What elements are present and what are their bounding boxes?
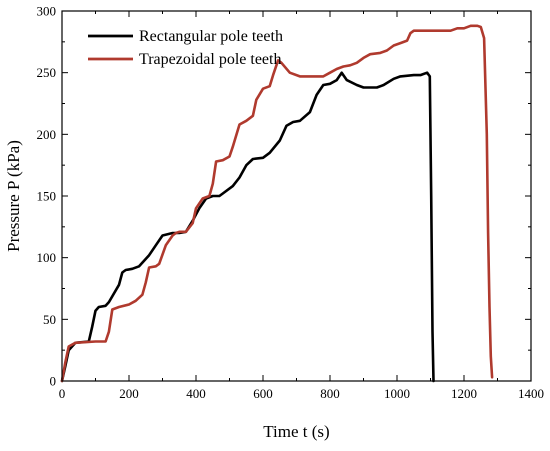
y-tick-label: 50 xyxy=(43,312,56,327)
y-tick-label: 300 xyxy=(37,4,57,19)
legend-label-trapezoidal: Trapezoidal pole teeth xyxy=(139,51,281,68)
y-axis-title: Pressure P (kPa) xyxy=(4,140,23,252)
legend-label-rectangular: Rectangular pole teeth xyxy=(139,28,283,45)
x-tick-label: 1000 xyxy=(384,386,410,401)
y-tick-label: 150 xyxy=(37,189,57,204)
y-tick-label: 200 xyxy=(37,127,57,142)
x-tick-label: 600 xyxy=(253,386,273,401)
axes: 0 200 400 600 800 1000 1200 1400 0 50 100 150 200 250… xyxy=(37,4,545,402)
plot-frame xyxy=(61,10,532,382)
x-tick-label: 200 xyxy=(119,386,139,401)
series-line-trapezoidal xyxy=(60,24,494,383)
legend: Rectangular pole teeth Trapezoidal pole … xyxy=(88,28,283,68)
x-tick-label: 1400 xyxy=(518,386,544,401)
x-axis-title: Time t (s) xyxy=(263,422,329,441)
x-tick-label: 800 xyxy=(320,386,340,401)
plot-area xyxy=(60,24,494,383)
y-tick-label: 0 xyxy=(50,374,57,389)
x-tick-label: 400 xyxy=(186,386,206,401)
y-tick-label: 250 xyxy=(37,65,57,80)
series-line-rectangular xyxy=(60,71,435,383)
y-tick-label: 100 xyxy=(37,250,57,265)
x-tick-label: 0 xyxy=(59,386,66,401)
x-tick-label: 1200 xyxy=(451,386,477,401)
